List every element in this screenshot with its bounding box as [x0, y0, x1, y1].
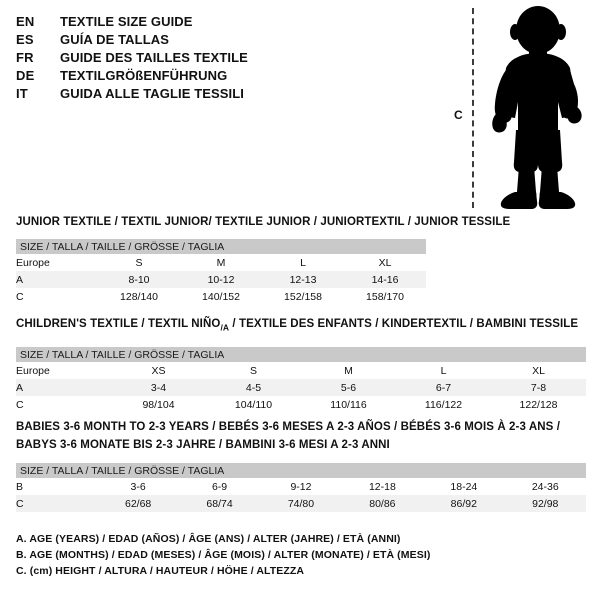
legend-row-b: B. AGE (MONTHS) / EDAD (MESES) / ÂGE (MO… — [16, 549, 431, 561]
cell-value: M — [180, 254, 262, 271]
row-label-c: C — [16, 495, 98, 512]
table-row: B 3-6 6-9 9-12 12-18 18-24 24-36 — [16, 478, 586, 495]
size-bar-label-junior: SIZE / TALLA / TAILLE / GRÖSSE / TAGLIA — [16, 239, 426, 254]
size-bar-label-babies: SIZE / TALLA / TAILLE / GRÖSSE / TAGLIA — [16, 463, 586, 478]
table-row: Europe XS S M L XL — [16, 362, 586, 379]
cell-value: 92/98 — [504, 495, 586, 512]
cell-value: 86/92 — [423, 495, 505, 512]
size-table-babies: SIZE / TALLA / TAILLE / GRÖSSE / TAGLIA … — [16, 463, 586, 512]
language-text-en: TEXTILE SIZE GUIDE — [60, 14, 193, 29]
language-row-en: EN TEXTILE SIZE GUIDE — [16, 13, 416, 31]
legend-row-c: C. (cm) HEIGHT / ALTURA / HAUTEUR / HÖHE… — [16, 565, 305, 577]
cell-value: 12-13 — [262, 271, 344, 288]
row-label-a: A — [16, 379, 111, 396]
language-text-fr: GUIDE DES TAILLES TEXTILE — [60, 50, 248, 65]
cell-value: 74/80 — [260, 495, 342, 512]
language-code-fr: FR — [16, 50, 34, 65]
cell-value: M — [301, 362, 396, 379]
height-dashed-line — [472, 8, 474, 208]
size-table-children: SIZE / TALLA / TAILLE / GRÖSSE / TAGLIA … — [16, 347, 586, 413]
cell-value: 6-9 — [178, 478, 261, 495]
height-measurement-figure: C — [440, 4, 598, 212]
row-label-europe: Europe — [16, 362, 111, 379]
language-code-it: IT — [16, 86, 28, 101]
section-title-children-before: CHILDREN'S TEXTILE / TEXTIL NIÑO — [16, 318, 221, 330]
cell-value: 62/68 — [97, 495, 179, 512]
size-table-junior: SIZE / TALLA / TAILLE / GRÖSSE / TAGLIA … — [16, 239, 426, 305]
table-row: A 3-4 4-5 5-6 6-7 7-8 — [16, 379, 586, 396]
table-row: A 8-10 10-12 12-13 14-16 — [16, 271, 426, 288]
table-row: C 128/140 140/152 152/158 158/170 — [16, 288, 426, 305]
language-code-de: DE — [16, 68, 35, 83]
cell-value: XL — [344, 254, 426, 271]
table-header-bar-children: SIZE / TALLA / TAILLE / GRÖSSE / TAGLIA — [16, 347, 586, 362]
section-title-children: CHILDREN'S TEXTILE / TEXTIL NIÑO/A / TEX… — [16, 318, 578, 332]
cell-value: XS — [111, 362, 206, 379]
language-header-block: EN TEXTILE SIZE GUIDE ES GUÍA DE TALLAS … — [16, 13, 416, 103]
table-header-bar-junior: SIZE / TALLA / TAILLE / GRÖSSE / TAGLIA — [16, 239, 426, 254]
cell-value: 128/140 — [98, 288, 180, 305]
cell-value: 152/158 — [262, 288, 344, 305]
row-label-b: B — [16, 478, 98, 495]
row-label-c: C — [16, 288, 98, 305]
cell-value: XL — [491, 362, 586, 379]
cell-value: 4-5 — [206, 379, 301, 396]
language-text-it: GUIDA ALLE TAGLIE TESSILI — [60, 86, 245, 101]
language-row-fr: FR GUIDE DES TAILLES TEXTILE — [16, 49, 416, 67]
toddler-silhouette-icon — [492, 6, 582, 209]
size-bar-label-children: SIZE / TALLA / TAILLE / GRÖSSE / TAGLIA — [16, 347, 586, 362]
cell-value: 6-7 — [396, 379, 491, 396]
table-row: C 98/104 104/110 110/116 116/122 122/128 — [16, 396, 586, 413]
language-text-de: TEXTILGRÖßENFÜHRUNG — [60, 68, 228, 83]
cell-value: 8-10 — [98, 271, 180, 288]
language-code-en: EN — [16, 14, 35, 29]
cell-value: 18-24 — [423, 478, 505, 495]
cell-value: 122/128 — [491, 396, 586, 413]
cell-value: 104/110 — [206, 396, 301, 413]
cell-value: 110/116 — [301, 396, 396, 413]
language-row-it: IT GUIDA ALLE TAGLIE TESSILI — [16, 85, 416, 103]
row-label-europe: Europe — [16, 254, 98, 271]
cell-value: S — [98, 254, 180, 271]
table-row: C 62/68 68/74 74/80 80/86 86/92 92/98 — [16, 495, 586, 512]
section-title-babies-line2: BABYS 3-6 MONATE BIS 2-3 JAHRE / BAMBINI… — [16, 439, 390, 451]
cell-value: 140/152 — [180, 288, 262, 305]
section-title-junior: JUNIOR TEXTILE / TEXTIL JUNIOR/ TEXTILE … — [16, 216, 511, 228]
cell-value: S — [206, 362, 301, 379]
legend-row-a: A. AGE (YEARS) / EDAD (AÑOS) / ÂGE (ANS)… — [16, 533, 401, 545]
section-title-children-sub: /A — [220, 322, 230, 333]
cell-value: 9-12 — [260, 478, 342, 495]
cell-value: 14-16 — [344, 271, 426, 288]
cell-value: 3-4 — [111, 379, 206, 396]
cell-value: L — [396, 362, 491, 379]
section-title-children-after: / TEXTILE DES ENFANTS / KINDERTEXTIL / B… — [229, 318, 579, 330]
cell-value: 5-6 — [301, 379, 396, 396]
language-row-de: DE TEXTILGRÖßENFÜHRUNG — [16, 67, 416, 85]
language-text-es: GUÍA DE TALLAS — [60, 32, 170, 47]
cell-value: 24-36 — [504, 478, 586, 495]
language-code-es: ES — [16, 32, 34, 47]
legend-block: A. AGE (YEARS) / EDAD (AÑOS) / ÂGE (ANS)… — [16, 531, 576, 579]
cell-value: 68/74 — [178, 495, 261, 512]
row-label-c: C — [16, 396, 111, 413]
cell-value: 12-18 — [341, 478, 424, 495]
section-title-babies-line1: BABIES 3-6 MONTH TO 2-3 YEARS / BEBÉS 3-… — [16, 421, 560, 433]
row-label-a: A — [16, 271, 98, 288]
cell-value: L — [262, 254, 344, 271]
cell-value: 158/170 — [344, 288, 426, 305]
cell-value: 98/104 — [111, 396, 206, 413]
height-axis-label: C — [454, 108, 463, 122]
table-header-bar-babies: SIZE / TALLA / TAILLE / GRÖSSE / TAGLIA — [16, 463, 586, 478]
language-row-es: ES GUÍA DE TALLAS — [16, 31, 416, 49]
cell-value: 116/122 — [396, 396, 491, 413]
cell-value: 10-12 — [180, 271, 262, 288]
cell-value: 3-6 — [97, 478, 179, 495]
table-row: Europe S M L XL — [16, 254, 426, 271]
cell-value: 80/86 — [341, 495, 424, 512]
cell-value: 7-8 — [491, 379, 586, 396]
